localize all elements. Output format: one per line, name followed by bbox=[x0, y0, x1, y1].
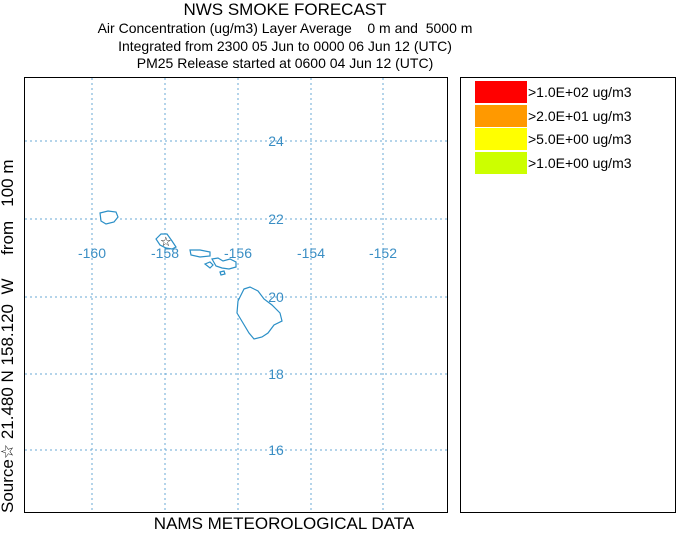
title: NWS SMOKE FORECAST bbox=[183, 0, 387, 19]
lon-label: -152 bbox=[369, 245, 397, 261]
lon-label: -156 bbox=[224, 245, 252, 261]
coastlines bbox=[99, 210, 283, 340]
lon-label: -158 bbox=[151, 245, 179, 261]
kahoolawe-island bbox=[219, 270, 226, 276]
lat-labels: 24 22 20 18 16 bbox=[268, 133, 284, 458]
legend-label: >1.0E+02 ug/m3 bbox=[528, 84, 632, 100]
lanai-island bbox=[203, 261, 214, 269]
lat-label: 20 bbox=[268, 289, 284, 305]
subtitle-concentration: Air Concentration (ug/m3) Layer Average … bbox=[97, 20, 473, 36]
legend-swatch bbox=[475, 81, 527, 103]
legend-row: >5.0E+00 ug/m3 bbox=[475, 128, 632, 150]
legend-row: >2.0E+01 ug/m3 bbox=[475, 105, 632, 127]
legend-row: >1.0E+00 ug/m3 bbox=[475, 152, 632, 174]
legend-label: >2.0E+01 ug/m3 bbox=[528, 108, 632, 124]
lon-label: -154 bbox=[297, 245, 325, 261]
legend-swatch bbox=[475, 152, 527, 174]
lon-labels: -160 -158 -156 -154 -152 bbox=[78, 245, 397, 261]
oahu-island bbox=[155, 233, 177, 250]
legend-swatch bbox=[475, 105, 527, 127]
side-source-label: Source☆ 21.480 N 158.120 W from 100 m bbox=[0, 159, 17, 513]
subtitle-integration: Integrated from 2300 05 Jun to 0000 06 J… bbox=[118, 38, 452, 54]
hawaii-island bbox=[236, 286, 283, 340]
lat-label: 18 bbox=[268, 366, 284, 382]
lat-label: 22 bbox=[268, 211, 284, 227]
legend-label: >1.0E+00 ug/m3 bbox=[528, 155, 632, 171]
lon-label: -160 bbox=[78, 245, 106, 261]
legend-label: >5.0E+00 ug/m3 bbox=[528, 131, 632, 147]
kauai-island bbox=[99, 210, 119, 225]
meteorological-data-label: NAMS METEOROLOGICAL DATA bbox=[153, 514, 415, 533]
lat-label: 24 bbox=[268, 133, 284, 149]
source-star-icon: ☆ bbox=[160, 235, 172, 250]
graticule bbox=[25, 78, 447, 512]
map-svg: ☆ -160 -158 -156 -154 -152 24 22 20 18 1… bbox=[24, 77, 448, 513]
map-panel: ☆ -160 -158 -156 -154 -152 24 22 20 18 1… bbox=[24, 77, 448, 513]
lat-label: 16 bbox=[268, 442, 284, 458]
molokai-island bbox=[189, 249, 211, 258]
legend-panel: >1.0E+02 ug/m3 >2.0E+01 ug/m3 >5.0E+00 u… bbox=[460, 77, 676, 513]
subtitle-release: PM25 Release started at 0600 04 Jun 12 (… bbox=[136, 55, 434, 71]
legend-swatch bbox=[475, 128, 527, 150]
legend-row: >1.0E+02 ug/m3 bbox=[475, 81, 632, 103]
maui-island bbox=[211, 257, 237, 270]
